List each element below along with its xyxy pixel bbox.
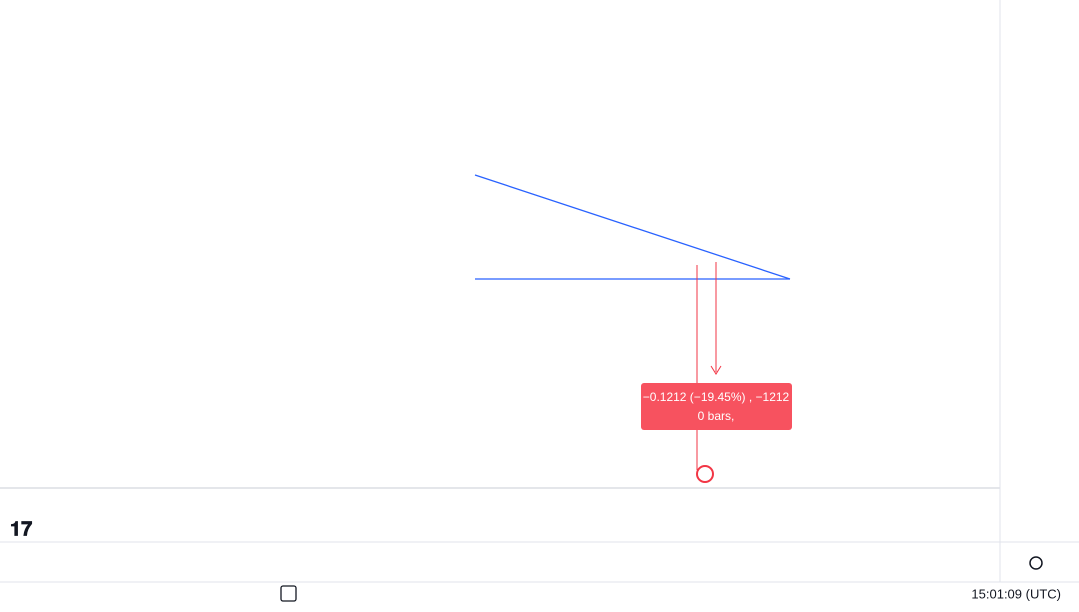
calendar-icon[interactable] — [280, 585, 297, 602]
measure-bars: 0 bars, — [698, 409, 735, 423]
logo: 𝟏𝟕 — [10, 518, 32, 540]
clock: 15:01:09 (UTC) — [971, 586, 1061, 601]
measure-box — [641, 383, 792, 430]
measure-text: −0.1212 (−19.45%) , −1212 — [643, 390, 790, 404]
settings-icon[interactable] — [1029, 556, 1043, 570]
trendline — [474, 174, 791, 280]
flag-icon[interactable] — [696, 465, 714, 483]
arrow-head — [710, 365, 722, 375]
